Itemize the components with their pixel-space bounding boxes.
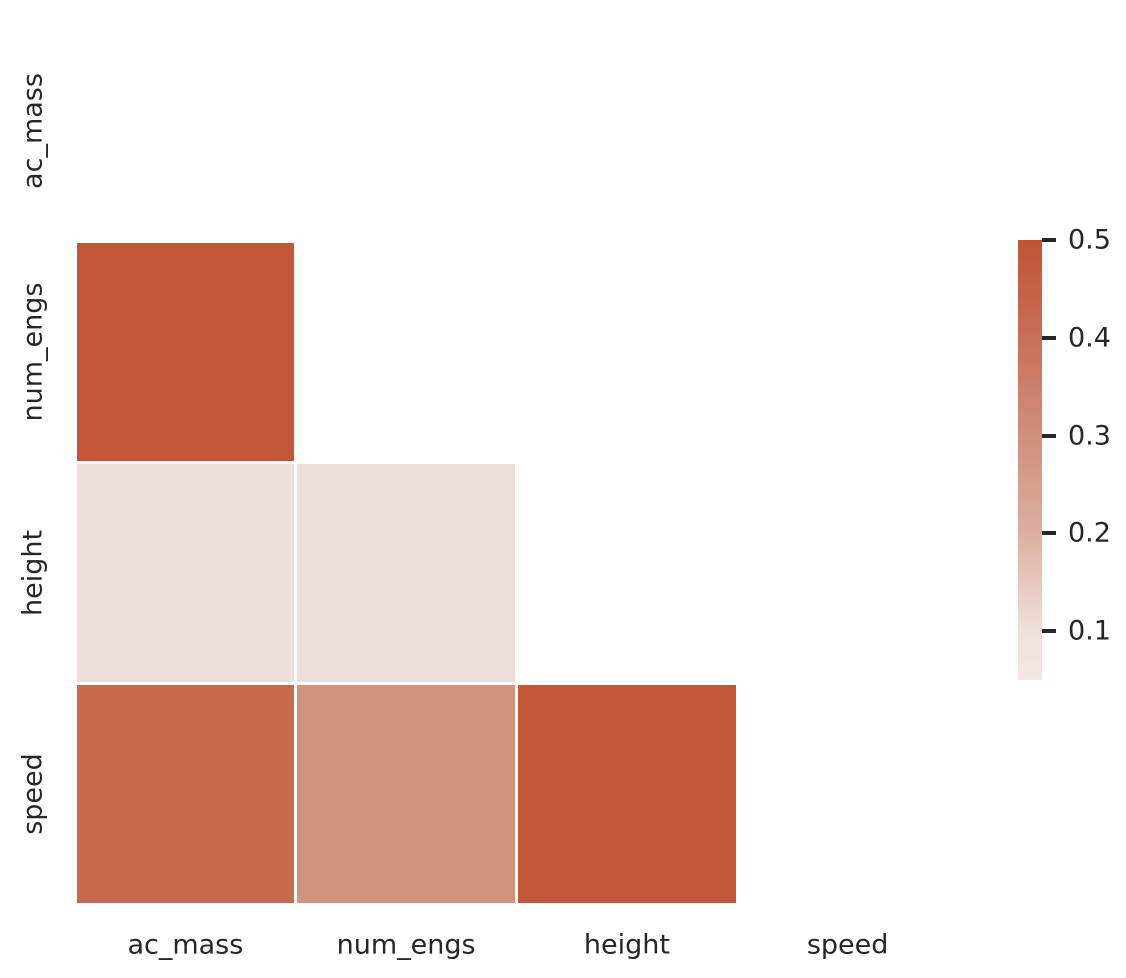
y-tick-label-num_engs: num_engs xyxy=(17,282,49,421)
heatmap-cell-speed-ac_mass xyxy=(76,684,295,903)
colorbar-tick-label-0.5: 0.5 xyxy=(1068,224,1111,256)
colorbar-tick-label-0.3: 0.3 xyxy=(1068,420,1111,452)
y-tick-label-height: height xyxy=(17,529,49,616)
heatmap-cell-num_engs-ac_mass xyxy=(76,242,295,461)
y-tick-label-speed: speed xyxy=(17,752,49,835)
colorbar-tick-0.2 xyxy=(1042,531,1056,536)
heatmap-cell-speed-height xyxy=(518,684,736,903)
x-tick-label-ac_mass: ac_mass xyxy=(127,929,244,961)
x-tick-label-height: height xyxy=(583,929,670,961)
colorbar-tick-0.4 xyxy=(1042,335,1056,340)
y-tick-label-ac_mass: ac_mass xyxy=(17,72,49,189)
heatmap-cell-height-ac_mass xyxy=(76,463,295,682)
colorbar-tick-0.1 xyxy=(1042,629,1056,634)
heatmap-cell-speed-num_engs xyxy=(297,684,515,903)
colorbar-tick-label-0.1: 0.1 xyxy=(1068,615,1111,647)
x-tick-label-speed: speed xyxy=(806,929,889,961)
colorbar xyxy=(1018,240,1042,680)
heatmap-plot-area xyxy=(75,20,958,904)
colorbar-gradient xyxy=(1018,240,1042,680)
heatmap-cell-height-num_engs xyxy=(297,463,515,682)
x-tick-label-num_engs: num_engs xyxy=(336,929,476,961)
colorbar-tick-label-0.2: 0.2 xyxy=(1068,517,1111,549)
colorbar-tick-label-0.4: 0.4 xyxy=(1068,322,1111,354)
colorbar-tick-0.5 xyxy=(1042,238,1056,242)
colorbar-tick-0.3 xyxy=(1042,433,1056,438)
